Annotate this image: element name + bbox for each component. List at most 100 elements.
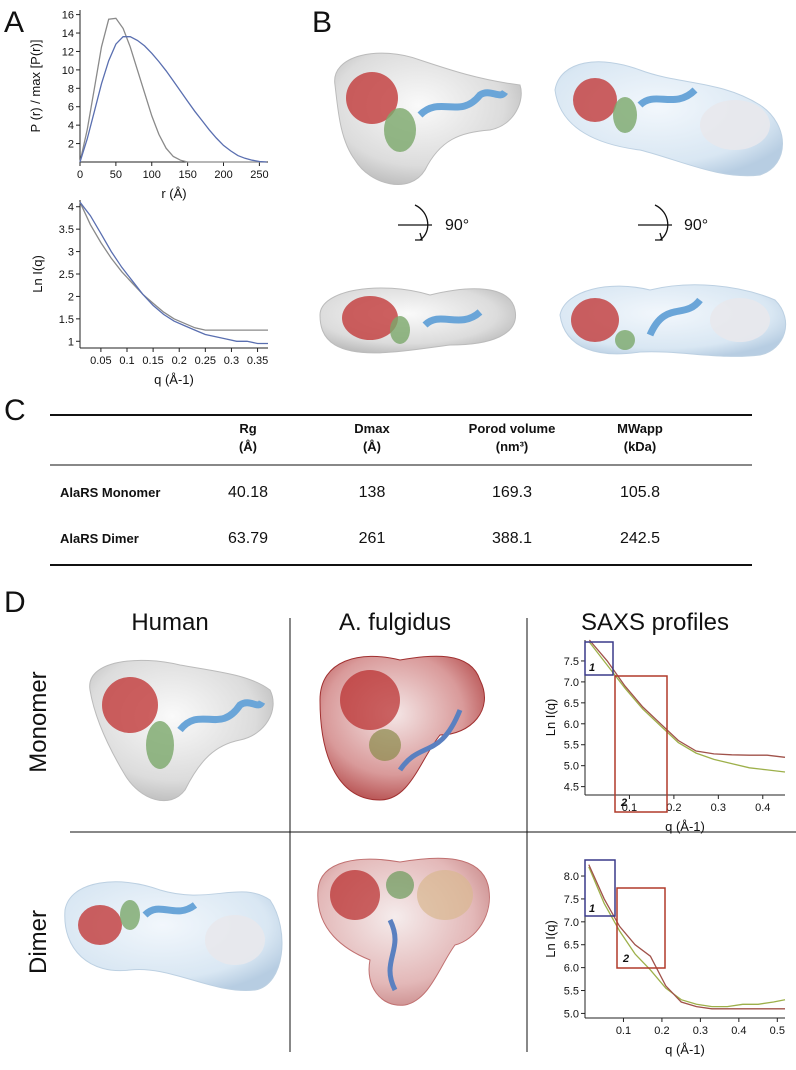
panel-label: B bbox=[312, 6, 332, 39]
x-tick-label: 0.25 bbox=[195, 355, 216, 367]
x-tick-label: 150 bbox=[178, 169, 196, 181]
panel-label: C bbox=[4, 394, 26, 427]
row-header: Monomer bbox=[25, 671, 52, 772]
y-tick-label: 3 bbox=[68, 247, 74, 259]
x-tick-label: 0.5 bbox=[770, 1025, 785, 1037]
x-axis-label: r (Å) bbox=[161, 186, 186, 201]
y-tick-label: 5.5 bbox=[564, 740, 579, 752]
region-box bbox=[584, 859, 616, 917]
region-label: 1 bbox=[589, 662, 595, 674]
y-tick-label: 1.5 bbox=[59, 314, 74, 326]
x-tick-label: 0.4 bbox=[755, 802, 770, 814]
region-box bbox=[614, 675, 668, 813]
x-tick-label: 0.3 bbox=[711, 802, 726, 814]
y-axis-label: Ln I(q) bbox=[543, 920, 558, 958]
y-tick-label: 14 bbox=[62, 28, 74, 40]
y-tick-label: 4 bbox=[68, 202, 74, 214]
table-header: MWapp bbox=[617, 421, 663, 436]
region-label: 2 bbox=[620, 797, 627, 809]
x-tick-label: 0.1 bbox=[119, 355, 134, 367]
y-tick-label: 2.5 bbox=[59, 269, 74, 281]
y-tick-label: 16 bbox=[62, 10, 74, 22]
table-header: (kDa) bbox=[624, 439, 657, 454]
y-tick-label: 7.0 bbox=[564, 677, 579, 689]
panel-label: A bbox=[4, 6, 24, 39]
line-series bbox=[588, 639, 786, 758]
y-axis-label: Ln I(q) bbox=[543, 699, 558, 737]
x-tick-label: 0.1 bbox=[622, 802, 637, 814]
table-cell: 169.3 bbox=[492, 484, 532, 501]
table-cell: 388.1 bbox=[492, 530, 532, 547]
table-cell: 105.8 bbox=[620, 484, 660, 501]
y-tick-label: 3.5 bbox=[59, 224, 74, 236]
surface-afulgidus-dimer bbox=[317, 857, 490, 1006]
rotation-label: 90° bbox=[684, 217, 708, 234]
x-tick-label: 0.4 bbox=[731, 1025, 746, 1037]
rotation-arrow bbox=[398, 204, 672, 241]
surface-dimer-rotated bbox=[559, 284, 787, 357]
x-axis-label: q (Å-1) bbox=[154, 372, 194, 387]
x-tick-label: 0.05 bbox=[90, 355, 111, 367]
y-tick-label: 2 bbox=[68, 291, 74, 303]
y-tick-label: 5.5 bbox=[564, 986, 579, 998]
surface-monomer-rotated bbox=[319, 287, 516, 354]
table-cell: 242.5 bbox=[620, 530, 660, 547]
y-tick-label: 10 bbox=[62, 65, 74, 77]
y-tick-label: 6.0 bbox=[564, 963, 579, 975]
rotation-label: 90° bbox=[445, 217, 469, 234]
y-tick-label: 5.0 bbox=[564, 1008, 579, 1020]
y-tick-label: 7.5 bbox=[564, 656, 579, 668]
x-tick-label: 0 bbox=[77, 169, 83, 181]
line-series bbox=[588, 866, 786, 1008]
surface-human-dimer bbox=[64, 881, 283, 992]
region-label: 2 bbox=[622, 953, 629, 965]
y-axis-label: P (r) / max [P(r)] bbox=[28, 40, 43, 133]
column-header: Human bbox=[131, 609, 208, 636]
x-axis-label: q (Å-1) bbox=[665, 819, 705, 834]
surface-monomer-front bbox=[334, 52, 522, 185]
y-tick-label: 1 bbox=[68, 336, 74, 348]
region-box bbox=[616, 887, 666, 969]
y-tick-label: 7.0 bbox=[564, 917, 579, 929]
line-series bbox=[79, 36, 267, 163]
y-tick-label: 6.5 bbox=[564, 940, 579, 952]
table-header: (nm³) bbox=[496, 439, 529, 454]
x-tick-label: 0.1 bbox=[616, 1025, 631, 1037]
x-tick-label: 200 bbox=[214, 169, 232, 181]
x-tick-label: 0.3 bbox=[224, 355, 239, 367]
x-tick-label: 0.2 bbox=[666, 802, 681, 814]
line-series bbox=[79, 17, 267, 163]
x-tick-label: 50 bbox=[110, 169, 122, 181]
x-tick-label: 100 bbox=[143, 169, 161, 181]
y-tick-label: 6.5 bbox=[564, 698, 579, 710]
table-header: (Å) bbox=[363, 439, 381, 454]
row-header: Dimer bbox=[25, 910, 52, 974]
y-tick-label: 8 bbox=[68, 83, 74, 95]
line-series bbox=[588, 641, 786, 773]
panel-label: D bbox=[4, 586, 26, 619]
x-tick-label: 0.35 bbox=[247, 355, 268, 367]
y-tick-label: 4.5 bbox=[564, 782, 579, 794]
surface-human-monomer bbox=[89, 659, 274, 802]
y-tick-label: 6.0 bbox=[564, 719, 579, 731]
x-tick-label: 250 bbox=[250, 169, 268, 181]
line-series bbox=[79, 201, 268, 345]
surface-dimer-front bbox=[554, 61, 783, 177]
x-axis-label: q (Å-1) bbox=[665, 1042, 705, 1057]
table-header: Porod volume bbox=[469, 421, 556, 436]
y-axis-label: Ln I(q) bbox=[30, 255, 45, 293]
y-tick-label: 7.5 bbox=[564, 894, 579, 906]
y-tick-label: 2 bbox=[68, 139, 74, 151]
table-header: Dmax bbox=[354, 421, 390, 436]
y-tick-label: 12 bbox=[62, 46, 74, 58]
table-rules bbox=[50, 414, 752, 566]
table-cell: 40.18 bbox=[228, 484, 268, 501]
table-cell: 63.79 bbox=[228, 530, 268, 547]
surface-afulgidus-monomer bbox=[319, 655, 485, 801]
x-tick-label: 0.15 bbox=[142, 355, 163, 367]
column-header: SAXS profiles bbox=[581, 609, 729, 636]
y-tick-label: 4 bbox=[68, 120, 74, 132]
x-tick-label: 0.2 bbox=[172, 355, 187, 367]
table-header: Rg bbox=[239, 421, 256, 436]
